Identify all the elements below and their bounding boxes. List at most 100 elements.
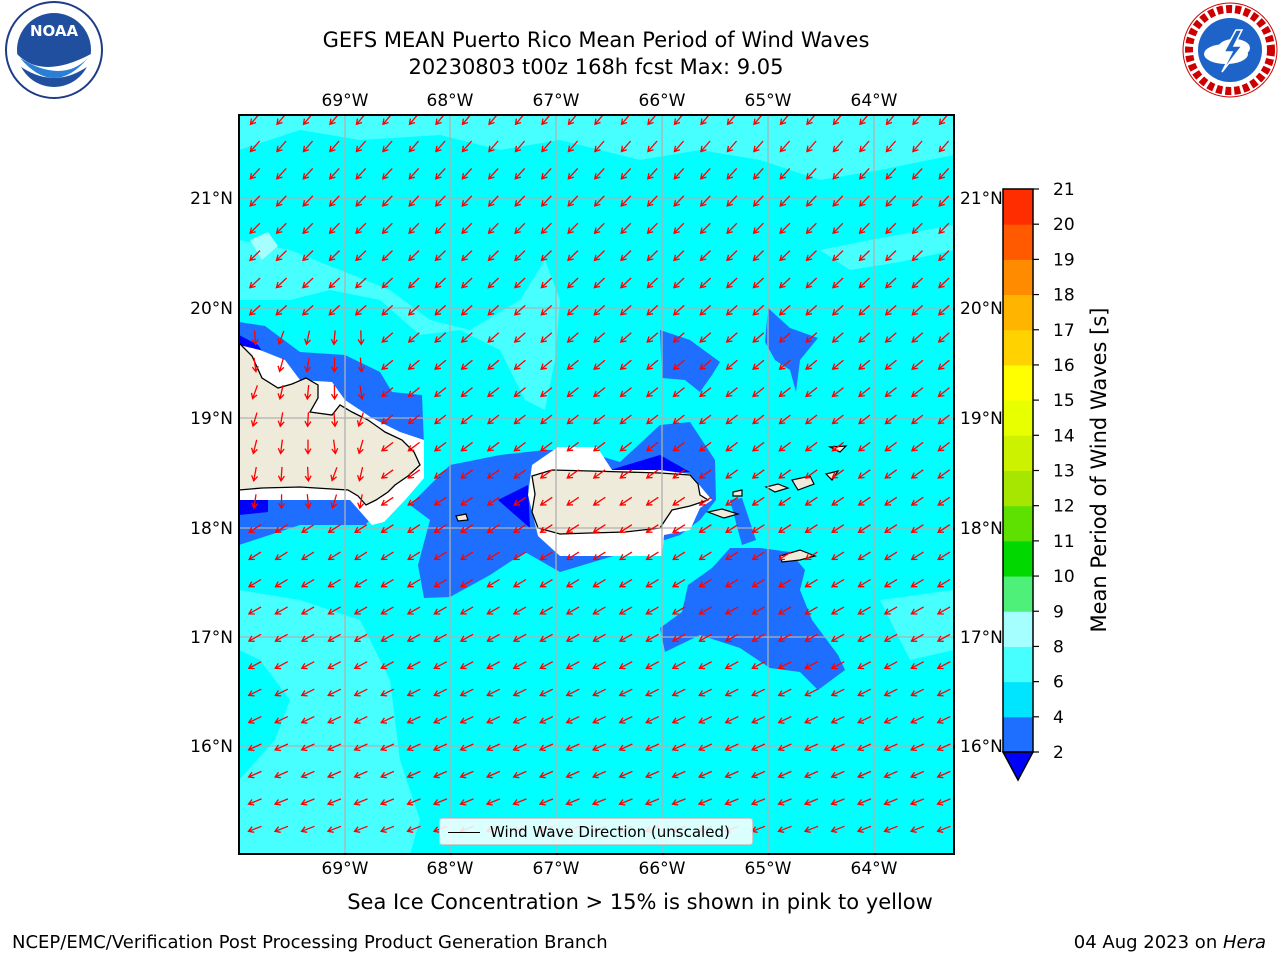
lat-label: 20°N xyxy=(190,299,233,319)
wind-wave-arrow xyxy=(459,633,474,642)
wind-wave-arrow xyxy=(832,222,844,235)
wind-wave-arrow xyxy=(327,524,341,533)
wind-wave-arrow xyxy=(434,332,447,343)
wind-wave-arrow xyxy=(379,798,395,806)
wind-wave-arrow xyxy=(830,578,845,588)
wind-wave-arrow xyxy=(328,304,341,316)
wind-wave-arrow xyxy=(277,494,286,510)
wind-wave-arrow xyxy=(538,743,554,752)
wind-wave-arrow xyxy=(698,578,712,588)
wind-wave-arrow xyxy=(672,551,686,561)
wind-wave-arrow xyxy=(300,661,315,670)
wind-wave-arrow xyxy=(831,414,844,425)
wind-wave-arrow xyxy=(487,195,499,207)
wind-wave-arrow xyxy=(936,743,951,752)
wind-wave-arrow xyxy=(857,551,871,561)
colorbar-swatch xyxy=(1003,259,1033,296)
wind-wave-arrow xyxy=(355,250,367,262)
wind-wave-arrow xyxy=(911,195,923,207)
wind-wave-arrow xyxy=(645,606,659,615)
wind-wave-arrow xyxy=(936,770,951,779)
wind-wave-arrow xyxy=(354,277,367,289)
wind-wave-arrow xyxy=(354,551,368,561)
wind-wave-arrow xyxy=(247,743,262,752)
wind-wave-arrow xyxy=(830,661,845,670)
wind-wave-arrow xyxy=(249,140,261,153)
wind-wave-arrow xyxy=(858,277,871,289)
wind-wave-arrow xyxy=(724,716,739,724)
wind-wave-arrow xyxy=(539,524,553,533)
wind-wave-arrow xyxy=(432,743,448,752)
colorbar-tick-label: 13 xyxy=(1053,462,1075,482)
wind-wave-arrow xyxy=(804,606,818,615)
wind-wave-arrow xyxy=(248,304,261,316)
wind-wave-arrow xyxy=(407,359,420,371)
wind-wave-arrow xyxy=(300,716,315,724)
wind-wave-arrow xyxy=(485,743,501,752)
wind-wave-arrow xyxy=(831,332,844,343)
wind-wave-arrow xyxy=(591,798,607,806)
wind-wave-arrow xyxy=(300,743,315,752)
wind-wave-arrow xyxy=(938,167,950,180)
colorbar-swatch xyxy=(1003,364,1033,401)
wind-wave-arrow xyxy=(539,633,553,642)
lat-label: 16°N xyxy=(960,737,1003,757)
wind-wave-arrow xyxy=(566,414,579,425)
wind-wave-arrow xyxy=(567,250,579,262)
colorbar-swatch xyxy=(1003,435,1033,471)
wind-wave-arrow xyxy=(459,770,474,779)
wind-wave-arrow xyxy=(909,743,925,752)
wind-wave-arrow xyxy=(857,688,872,697)
wind-wave-arrow xyxy=(618,798,633,806)
wind-wave-arrow xyxy=(277,357,285,373)
wind-wave-arrow xyxy=(540,222,552,235)
wind-wave-arrow xyxy=(301,551,315,561)
wind-wave-arrow xyxy=(804,469,818,479)
wind-wave-arrow xyxy=(353,743,368,752)
wind-wave-arrow xyxy=(249,222,261,235)
wind-wave-arrow xyxy=(459,716,474,724)
wind-wave-arrow xyxy=(513,359,526,371)
wind-wave-arrow xyxy=(406,716,421,724)
wind-wave-arrow xyxy=(910,661,925,670)
wind-wave-arrow xyxy=(275,222,287,235)
wind-wave-arrow xyxy=(407,277,420,289)
lon-label: 64°W xyxy=(851,859,898,879)
wind-wave-arrow xyxy=(381,387,394,398)
colorbar-tick-label: 17 xyxy=(1053,321,1075,341)
wind-wave-arrow xyxy=(884,387,897,398)
wind-wave-arrow xyxy=(646,304,659,316)
colorbar-tick-label: 14 xyxy=(1053,426,1075,446)
wind-wave-arrow xyxy=(726,195,738,207)
wind-wave-arrow xyxy=(433,578,447,588)
wind-wave-arrow xyxy=(884,359,897,371)
wind-wave-arrow xyxy=(274,633,288,642)
sea-ice-caption: Sea Ice Concentration > 15% is shown in … xyxy=(347,890,933,914)
wind-wave-arrow xyxy=(593,222,605,235)
wind-wave-arrow xyxy=(936,825,951,833)
wind-wave-arrow xyxy=(380,716,395,724)
wind-wave-arrow xyxy=(911,222,923,235)
wind-wave-arrow xyxy=(831,496,845,506)
wind-wave-arrow xyxy=(593,277,606,289)
wind-wave-arrow xyxy=(911,167,923,180)
wind-wave-arrow xyxy=(857,661,872,670)
chart-title: GEFS MEAN Puerto Rico Mean Period of Win… xyxy=(322,28,870,52)
wind-wave-arrow xyxy=(380,633,394,642)
wind-wave-arrow xyxy=(620,167,632,180)
wind-wave-arrow xyxy=(433,496,447,506)
wind-wave-arrow xyxy=(327,578,341,588)
wind-wave-arrow xyxy=(672,304,685,316)
wind-wave-arrow xyxy=(805,304,818,316)
wind-wave-arrow xyxy=(646,277,659,289)
wind-wave-arrow xyxy=(513,277,526,289)
lat-label: 21°N xyxy=(190,189,233,209)
wind-wave-arrow xyxy=(408,250,420,262)
wind-wave-arrow xyxy=(593,359,606,371)
wind-wave-arrow xyxy=(779,140,791,153)
wind-wave-arrow xyxy=(487,304,500,316)
wind-wave-arrow xyxy=(277,330,285,346)
wind-wave-arrow xyxy=(591,770,607,779)
wind-wave-arrow xyxy=(301,524,315,533)
wind-wave-arrow xyxy=(699,332,712,343)
